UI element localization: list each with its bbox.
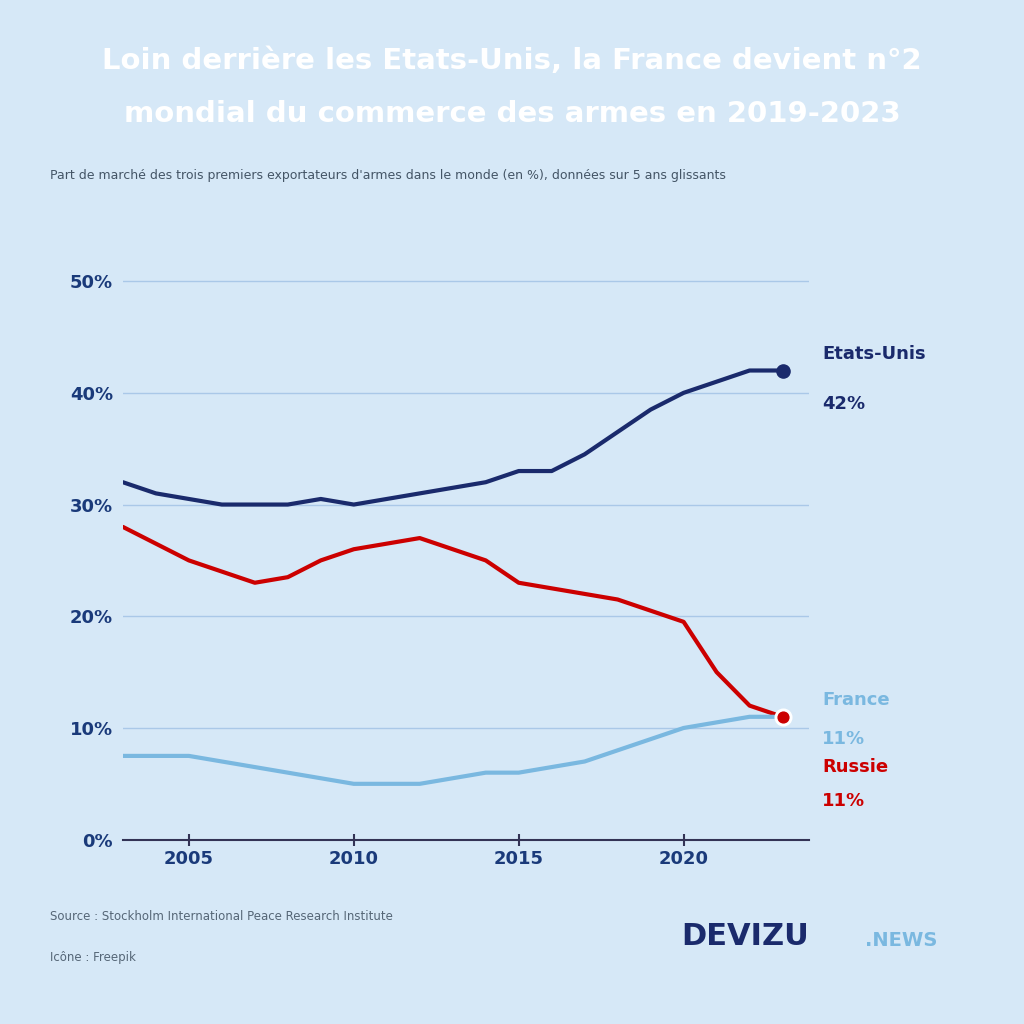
Text: Russie: Russie	[822, 758, 888, 776]
Text: Part de marché des trois premiers exportateurs d'armes dans le monde (en %), don: Part de marché des trois premiers export…	[50, 169, 726, 181]
Point	[774, 362, 791, 379]
Text: 11%: 11%	[822, 730, 865, 749]
Text: .NEWS: .NEWS	[865, 931, 938, 949]
Text: DEVIZU: DEVIZU	[682, 923, 809, 951]
Text: Icône : Freepik: Icône : Freepik	[50, 951, 136, 964]
Text: Source : Stockholm International Peace Research Institute: Source : Stockholm International Peace R…	[50, 910, 393, 923]
Point	[774, 709, 791, 725]
Text: 42%: 42%	[822, 395, 865, 413]
Point	[774, 709, 791, 725]
Text: 11%: 11%	[822, 792, 865, 810]
Text: Loin derrière les Etats-Unis, la France devient n°2: Loin derrière les Etats-Unis, la France …	[102, 47, 922, 76]
Text: mondial du commerce des armes en 2019-2023: mondial du commerce des armes en 2019-20…	[124, 100, 900, 128]
Text: Etats-Unis: Etats-Unis	[822, 345, 926, 362]
Text: France: France	[822, 691, 890, 709]
